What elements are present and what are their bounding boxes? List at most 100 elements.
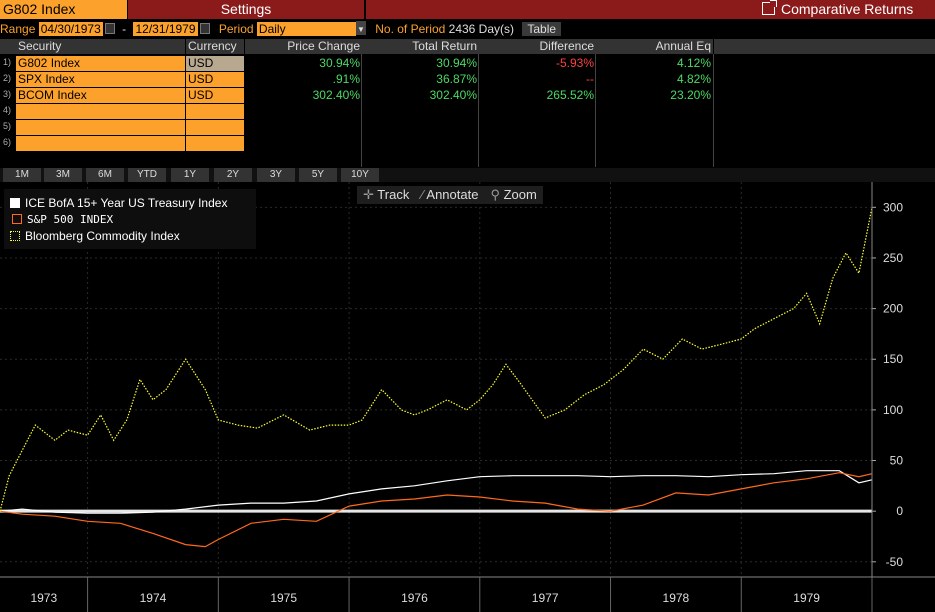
price-change-cell: 302.40% [312, 88, 360, 102]
price-change-cell: .91% [332, 72, 360, 86]
difference-cell: -5.93% [555, 56, 594, 70]
total-return-cell: 36.87% [436, 72, 477, 86]
series-line-3[interactable] [0, 207, 873, 512]
currency-cell[interactable] [186, 120, 244, 135]
end-date-input[interactable]: 12/31/1979 [133, 22, 198, 36]
calendar-icon[interactable] [199, 23, 210, 34]
period-2y-button[interactable]: 2Y [214, 168, 252, 182]
x-axis-band [0, 577, 935, 612]
period-1m-button[interactable]: 1M [3, 168, 41, 182]
security-input[interactable]: G802 Index [16, 56, 185, 71]
security-input[interactable]: SPX Index [16, 72, 185, 87]
row-number: 1) [3, 57, 12, 67]
range-label: Range [0, 22, 36, 36]
currency-cell[interactable] [186, 104, 244, 119]
security-input[interactable]: BCOM Index [16, 88, 185, 103]
security-input[interactable] [16, 136, 185, 151]
y-tick-label: 200 [883, 302, 903, 316]
currency-cell[interactable] [186, 136, 244, 151]
ticker-field[interactable]: G802 Index [0, 0, 127, 19]
comparative-returns-label: Comparative Returns [781, 1, 914, 17]
table-button[interactable]: Table [522, 22, 562, 36]
magnifier-icon: ⚲ [490, 187, 500, 202]
period-3y-button[interactable]: 3Y [257, 168, 295, 182]
period-label: Period [218, 22, 254, 36]
y-tick-label: 50 [890, 454, 904, 468]
header-security: Security [0, 39, 185, 54]
price-change-cell: 30.94% [319, 56, 360, 70]
calendar-icon[interactable] [104, 23, 115, 34]
track-tool[interactable]: ✛ Track [357, 186, 415, 204]
zoom-label: Zoom [503, 187, 537, 202]
dropdown-icon[interactable]: ▼ [355, 21, 366, 35]
row-number: 2) [3, 73, 12, 83]
no-of-period-label: No. of Period [375, 22, 446, 36]
period-5y-button[interactable]: 5Y [299, 168, 337, 182]
settings-button[interactable]: Settings [128, 0, 364, 19]
x-tick-label: 1974 [140, 591, 167, 605]
currency-cell[interactable]: USD [186, 72, 244, 87]
zoom-tool[interactable]: ⚲ Zoom [484, 186, 542, 204]
legend-swatch [12, 214, 22, 224]
start-date-input[interactable]: 04/30/1973 [38, 22, 103, 36]
security-input[interactable] [16, 120, 185, 135]
legend-swatch [10, 231, 20, 241]
currency-cell[interactable]: USD [186, 56, 244, 71]
header-price-change: Price Change [245, 39, 362, 54]
x-tick-label: 1975 [270, 591, 297, 605]
comparative-returns-chart[interactable]: 300 250 200 150 100 50 0 -50 1973 1974 1975 1976 19… [0, 182, 935, 612]
y-tick-label: 100 [883, 403, 903, 417]
period-1y-button[interactable]: 1Y [171, 168, 209, 182]
annual-eq-cell: 4.82% [676, 72, 711, 86]
legend-item[interactable]: Bloomberg Commodity Index [10, 229, 180, 243]
period-buttons: 1M 3M 6M YTD 1Y 2Y 3Y 5Y 10Y [0, 168, 935, 182]
difference-cell: 265.52% [546, 88, 594, 102]
header-annual-eq: Annual Eq [596, 39, 713, 54]
series-line-1[interactable] [0, 470, 873, 514]
track-label: Track [377, 187, 410, 202]
annual-eq-cell: 4.12% [676, 56, 711, 70]
legend-label: ICE BofA 15+ Year US Treasury Index [25, 196, 228, 210]
chart-legend: ICE BofA 15+ Year US Treasury Index S&P … [4, 189, 256, 249]
range-row: Range 04/30/1973 - 12/31/1979 Period Dai… [0, 21, 935, 38]
x-tick-label: 1978 [663, 591, 690, 605]
currency-cell[interactable]: USD [186, 88, 244, 103]
period-select[interactable]: Daily [256, 22, 356, 36]
row-number: 6) [3, 137, 12, 147]
legend-label: S&P 500 INDEX [27, 213, 114, 226]
series-line-2[interactable] [0, 472, 873, 548]
x-tick-label: 1979 [793, 591, 820, 605]
column-divider [713, 54, 714, 167]
comparative-returns-button[interactable]: Comparative Returns [754, 0, 935, 19]
header-blank [714, 39, 935, 54]
row-number: 4) [3, 105, 12, 115]
security-input[interactable] [16, 104, 185, 119]
annotate-tool[interactable]: ⁄ Annotate [415, 186, 484, 204]
difference-cell: -- [586, 72, 594, 86]
total-return-cell: 30.94% [436, 56, 477, 70]
period-6m-button[interactable]: 6M [86, 168, 124, 182]
legend-swatch [10, 198, 20, 208]
chart-tools: ✛ Track ⁄ Annotate ⚲ Zoom [357, 186, 543, 204]
y-tick-label: -50 [886, 555, 904, 569]
legend-item[interactable]: ICE BofA 15+ Year US Treasury Index [10, 196, 227, 210]
x-tick-label: 1976 [401, 591, 428, 605]
returns-table: Security Currency Price Change Total Ret… [0, 39, 935, 167]
external-link-icon [762, 0, 777, 15]
no-of-period-value: 2436 Day(s) [448, 22, 515, 36]
y-tick-label: 150 [883, 352, 903, 366]
legend-item[interactable]: S&P 500 INDEX [12, 213, 113, 226]
column-divider [478, 54, 479, 167]
header-currency: Currency [186, 39, 244, 54]
header-difference: Difference [479, 39, 596, 54]
range-dash: - [122, 22, 127, 36]
crosshair-icon: ✛ [363, 187, 374, 202]
period-3m-button[interactable]: 3M [44, 168, 82, 182]
toolbar-spacer [366, 0, 754, 19]
period-ytd-button[interactable]: YTD [128, 168, 166, 182]
total-return-cell: 302.40% [429, 88, 477, 102]
period-10y-button[interactable]: 10Y [341, 168, 379, 182]
pencil-icon: ⁄ [421, 187, 424, 202]
header-total-return: Total Return [362, 39, 479, 54]
y-tick-label: 250 [883, 251, 903, 265]
